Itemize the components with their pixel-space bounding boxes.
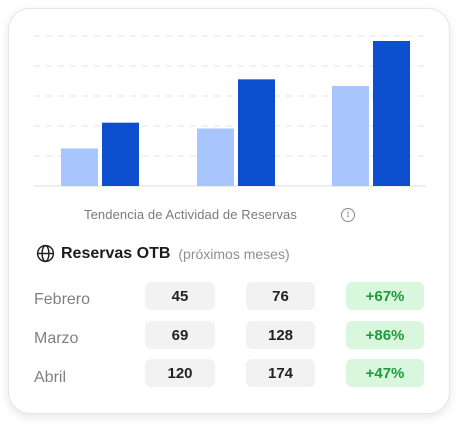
- chart-bar-marzo-1[interactable]: [197, 128, 234, 187]
- section-title: Reservas OTB: [61, 244, 171, 262]
- cell-marzo-b: 128: [246, 321, 315, 349]
- cell-abril-a: 120: [145, 359, 215, 387]
- section-header: Reservas OTB (próximos meses): [36, 244, 290, 263]
- cell-marzo-a: 69: [145, 321, 215, 349]
- change-badge-marzo: +86%: [346, 321, 424, 349]
- row-label-abril: Abril: [34, 369, 67, 386]
- activity-chart-svg: [34, 35, 426, 187]
- row-label-marzo: Marzo: [34, 330, 79, 347]
- chart-bar-febrero-2[interactable]: [102, 122, 139, 186]
- row-label-febrero: Febrero: [34, 291, 91, 308]
- cell-abril-b: 174: [246, 359, 315, 387]
- chart-bar-abril-2[interactable]: [373, 41, 410, 186]
- chart-bar-febrero-1[interactable]: [61, 148, 98, 187]
- info-icon[interactable]: i: [341, 208, 355, 222]
- change-badge-febrero: +67%: [346, 282, 424, 310]
- change-badge-abril: +47%: [346, 359, 424, 387]
- chart-bar-abril-1[interactable]: [332, 86, 369, 186]
- cell-febrero-b: 76: [246, 282, 315, 310]
- cell-febrero-a: 45: [145, 282, 215, 310]
- chart-bar-marzo-2[interactable]: [238, 79, 275, 186]
- globe-icon: [36, 244, 55, 263]
- section-subtitle: (próximos meses): [178, 245, 290, 262]
- activity-chart: [0, 0, 460, 200]
- chart-caption: Tendencia de Actividad de Reservas: [84, 207, 297, 222]
